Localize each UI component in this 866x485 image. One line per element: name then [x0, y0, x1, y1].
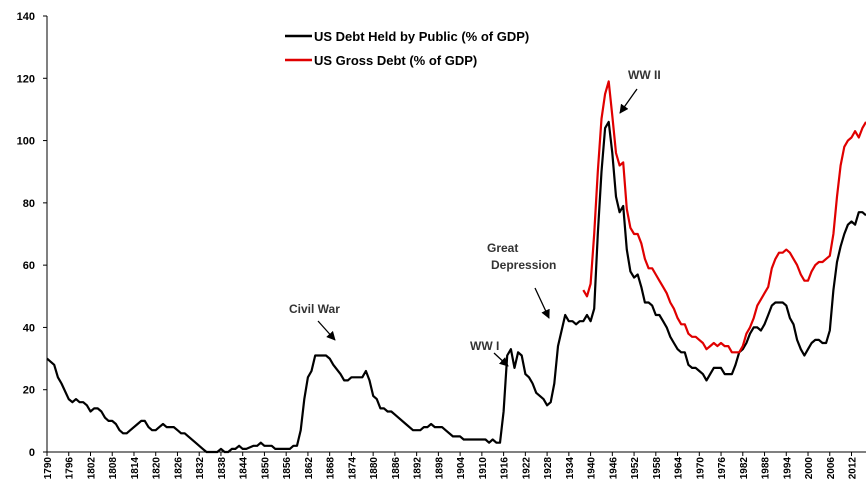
annotation: WW II — [628, 68, 661, 82]
y-tick-label: 140 — [17, 11, 35, 23]
x-tick-label: 1940 — [587, 457, 598, 480]
y-tick-label: 100 — [17, 136, 35, 148]
x-tick-label: 1862 — [304, 457, 315, 480]
x-tick-label: 1988 — [761, 457, 772, 480]
x-tick-label: 1844 — [239, 457, 250, 480]
x-tick-label: 1982 — [739, 457, 750, 480]
y-tick-label: 20 — [23, 385, 35, 397]
annotation: Civil War — [289, 302, 340, 316]
x-tick-label: 2000 — [804, 457, 815, 480]
x-tick-label: 1922 — [521, 457, 532, 480]
x-tick-label: 1958 — [652, 457, 663, 480]
x-tick-label: 1964 — [674, 457, 685, 480]
y-tick-label: 60 — [23, 260, 35, 272]
x-tick-label: 1952 — [630, 457, 641, 480]
x-tick-label: 1868 — [326, 457, 337, 480]
x-tick-label: 1856 — [282, 457, 293, 480]
x-tick-label: 1886 — [391, 457, 402, 480]
y-tick-label: 40 — [23, 322, 35, 334]
x-tick-label: 1934 — [565, 457, 576, 480]
series-line — [582, 80, 866, 354]
legend-label: US Debt Held by Public (% of GDP) — [314, 29, 529, 44]
annotation: WW I — [470, 339, 499, 353]
x-tick-label: 2006 — [826, 457, 837, 480]
y-tick-label: 0 — [29, 447, 35, 459]
x-tick-label: 1850 — [260, 457, 271, 480]
x-tick-label: 2012 — [848, 457, 859, 480]
x-tick-label: 1910 — [478, 457, 489, 480]
series-line — [46, 120, 866, 454]
annotation-arrow — [317, 320, 336, 341]
legend-label: US Gross Debt (% of GDP) — [314, 53, 477, 68]
x-tick-label: 1898 — [434, 457, 445, 480]
x-tick-label: 1826 — [173, 457, 184, 480]
x-tick-label: 1946 — [608, 457, 619, 480]
annotation-arrow — [534, 287, 550, 319]
x-tick-label: 1970 — [695, 457, 706, 480]
y-tick-label: 120 — [17, 73, 35, 85]
x-tick-label: 1832 — [195, 457, 206, 480]
x-tick-label: 1916 — [500, 457, 511, 480]
annotation-arrow — [493, 352, 509, 367]
annotation: Great — [487, 241, 518, 255]
x-tick-label: 1874 — [347, 457, 358, 480]
x-tick-label: 1838 — [217, 457, 228, 480]
x-tick-label: 1814 — [130, 457, 141, 480]
x-tick-label: 1790 — [43, 457, 54, 480]
x-tick-label: 1892 — [413, 457, 424, 480]
x-tick-label: 1802 — [86, 457, 97, 480]
annotation-arrow — [619, 88, 638, 114]
x-tick-label: 1880 — [369, 457, 380, 480]
x-tick-label: 1820 — [152, 457, 163, 480]
x-tick-label: 1796 — [65, 457, 76, 480]
x-tick-label: 1994 — [782, 457, 793, 480]
x-tick-label: 1808 — [108, 457, 119, 480]
y-tick-label: 80 — [23, 198, 35, 210]
x-tick-label: 1904 — [456, 457, 467, 480]
x-tick-label: 1976 — [717, 457, 728, 480]
annotation: Depression — [491, 258, 556, 272]
x-tick-label: 1928 — [543, 457, 554, 480]
